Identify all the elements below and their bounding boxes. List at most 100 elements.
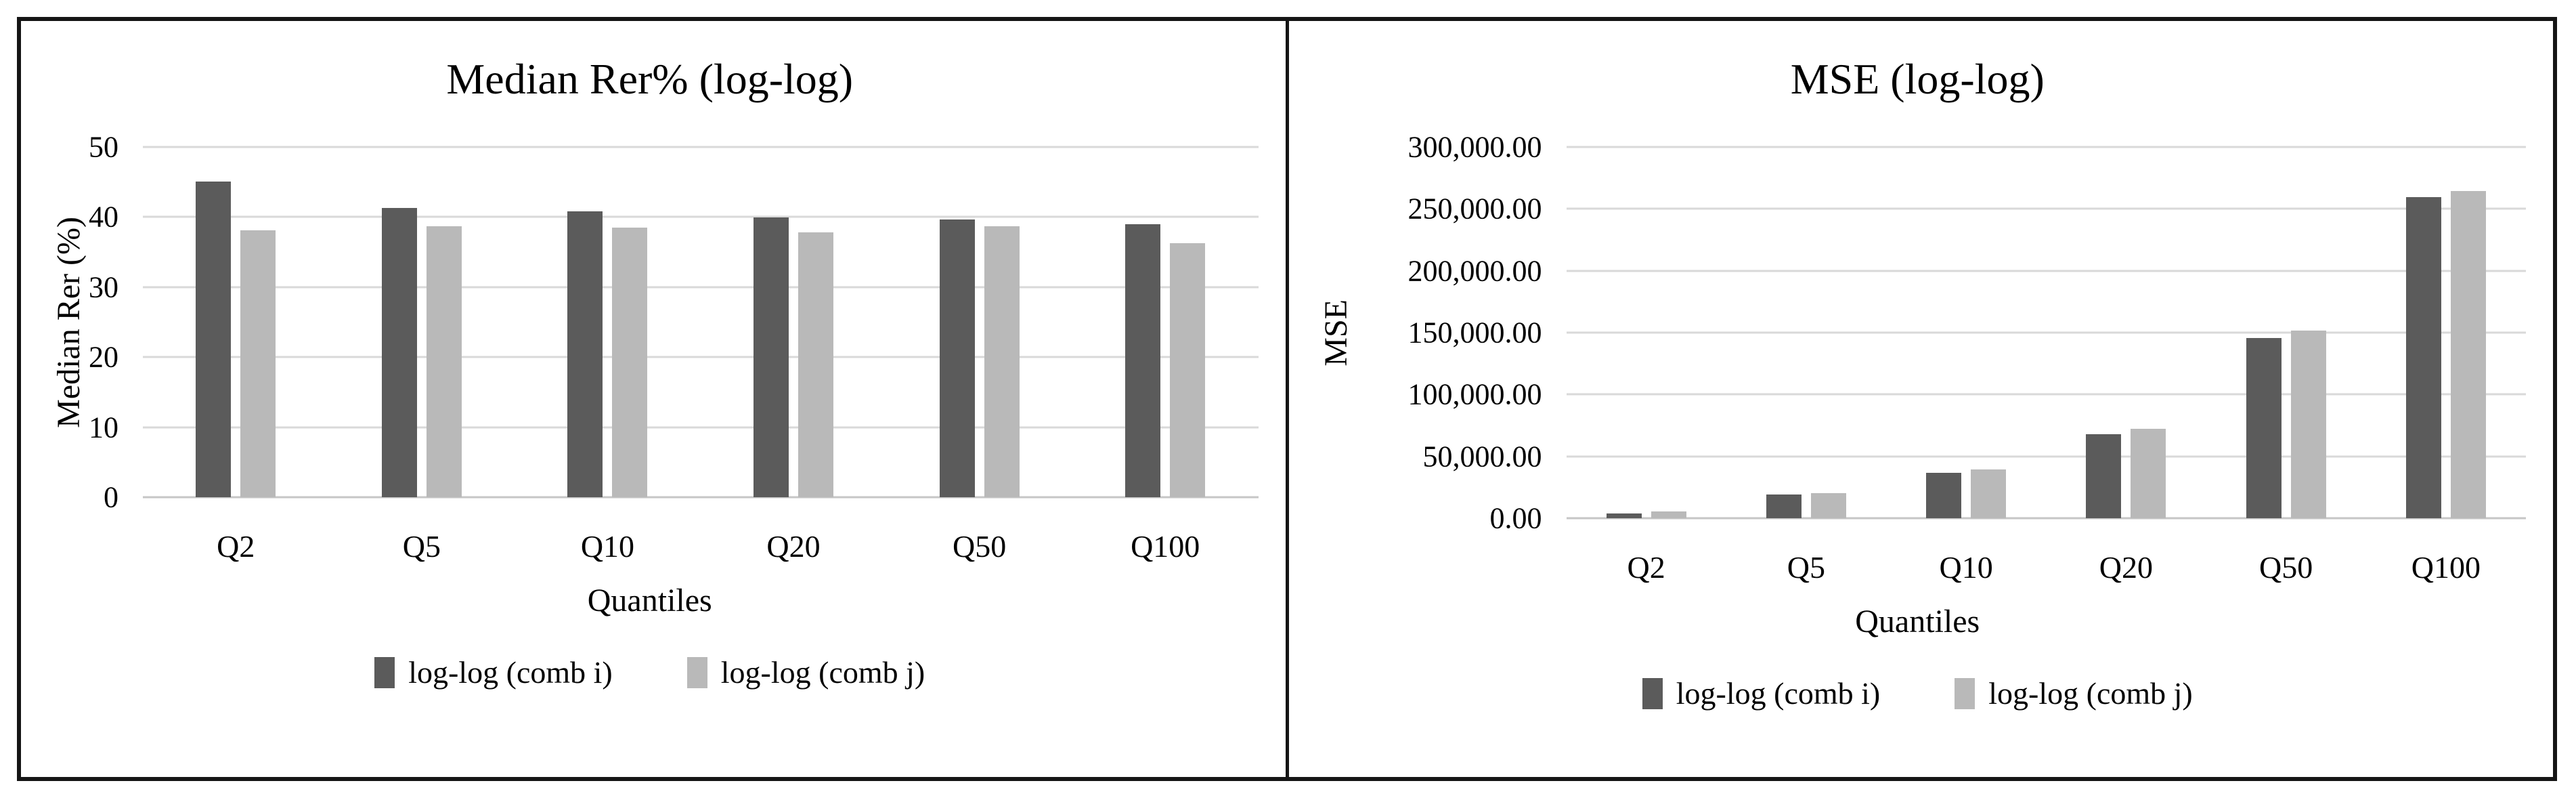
y-axis-title: MSE — [1309, 147, 1363, 518]
y-tick-label: 200,000.00 — [1407, 254, 1542, 288]
category-q20 — [701, 147, 887, 497]
x-axis-tick-labels: Q2 Q5 Q10 Q20 Q50 Q100 — [143, 528, 1259, 564]
bar-q50-comb_j — [2290, 331, 2326, 518]
category-q50 — [886, 147, 1072, 497]
category-q50 — [2206, 147, 2366, 518]
plot-area — [1566, 146, 2527, 520]
legend-swatch-icon — [1642, 677, 1663, 709]
y-axis-title: Median Rer (%) — [41, 147, 95, 497]
bar-q20-comb_i — [2086, 434, 2122, 518]
x-tick-label: Q5 — [402, 529, 441, 564]
bars-layer — [1567, 147, 2527, 518]
x-tick-label: Q10 — [1939, 550, 1993, 585]
plot-wrapper: Q2 Q5 Q10 Q20 Q50 Q100 — [143, 146, 1259, 564]
gridline — [143, 215, 1259, 218]
bar-q10-comb_i — [567, 211, 603, 497]
category-q2 — [1567, 147, 1726, 518]
legend-swatch-icon — [374, 656, 395, 688]
category-q20 — [2046, 147, 2206, 518]
y-tick-label: 40 — [89, 200, 118, 234]
legend-item: log-log (comb i) — [374, 654, 613, 690]
y-axis-title-text: Median Rer (%) — [50, 216, 87, 428]
x-tick-label: Q100 — [2411, 550, 2481, 585]
panel-mse: MSE (log-log) MSE 300,000.00 250,000.00 20… — [1289, 21, 2554, 777]
x-tick-label: Q50 — [952, 529, 1007, 564]
legend-label: log-log (comb i) — [1676, 676, 1881, 711]
bar-q2-comb_i — [1606, 513, 1642, 518]
bar-q100-comb_i — [1125, 224, 1161, 497]
x-tick-label: Q100 — [1131, 529, 1200, 564]
y-tick-label: 20 — [89, 340, 118, 374]
gridline — [1566, 207, 2526, 210]
chart-mse: MSE (log-log) MSE 300,000.00 250,000.00 20… — [1289, 21, 2554, 711]
gridline — [1566, 270, 2526, 272]
gridline — [143, 286, 1259, 289]
y-tick-label: 300,000.00 — [1407, 130, 1542, 164]
legend: log-log (comb i) log-log (comb j) — [41, 654, 1259, 690]
bar-q100-comb_j — [1170, 243, 1206, 497]
figure-border: Median Rer% (log-log) Median Rer (%) 50 4… — [17, 17, 2557, 781]
x-tick-label: Q20 — [2099, 550, 2153, 585]
bar-q50-comb_i — [939, 219, 975, 497]
bar-q5-comb_j — [1810, 492, 1846, 518]
gridline — [1566, 455, 2526, 458]
y-tick-label: 100,000.00 — [1407, 377, 1542, 411]
category-q5 — [329, 147, 515, 497]
y-tick-label: 0 — [104, 480, 118, 514]
bar-q20-comb_j — [798, 232, 834, 497]
bars-layer — [143, 147, 1259, 497]
y-axis-title-text: MSE — [1318, 299, 1354, 366]
gridline — [1566, 331, 2526, 334]
x-tick-label: Q2 — [1627, 550, 1665, 585]
y-tick-label: 250,000.00 — [1407, 192, 1542, 226]
y-axis-tick-labels: 300,000.00 250,000.00 200,000.00 150,000.00… — [1363, 131, 1567, 535]
y-tick-label: 10 — [89, 410, 118, 444]
bar-q10-comb_j — [1971, 469, 2007, 518]
bar-q50-comb_j — [984, 226, 1020, 497]
chart-title: MSE (log-log) — [1790, 55, 2045, 103]
x-axis-line — [143, 496, 1259, 499]
bar-q5-comb_i — [1766, 494, 1802, 518]
legend-label: log-log (comb i) — [408, 655, 613, 690]
legend-swatch-icon — [686, 656, 707, 688]
bar-q5-comb_i — [381, 207, 417, 497]
legend: log-log (comb i) log-log (comb j) — [1309, 675, 2527, 711]
bar-q100-comb_i — [2405, 196, 2441, 518]
category-q100 — [1072, 147, 1259, 497]
plot-area — [143, 146, 1259, 499]
legend-label: log-log (comb j) — [720, 655, 925, 690]
x-tick-label: Q5 — [1787, 550, 1825, 585]
legend-item: log-log (comb i) — [1642, 675, 1881, 711]
bar-q2-comb_j — [1651, 511, 1686, 518]
gridline — [1566, 146, 2526, 148]
bar-q10-comb_i — [1926, 473, 1962, 518]
gridline — [1566, 393, 2526, 396]
y-tick-label: 50,000.00 — [1422, 440, 1542, 473]
category-q10 — [515, 147, 701, 497]
y-tick-label: 50 — [89, 130, 118, 164]
bar-q2-comb_j — [240, 230, 276, 497]
category-q5 — [1726, 147, 1886, 518]
x-axis-line — [1566, 517, 2526, 520]
legend-item: log-log (comb j) — [686, 654, 925, 690]
chart-median-rer: Median Rer% (log-log) Median Rer (%) 50 4… — [21, 21, 1286, 690]
bar-q2-comb_i — [196, 181, 232, 497]
chart-title: Median Rer% (log-log) — [446, 55, 854, 103]
legend-item: log-log (comb j) — [1955, 675, 2193, 711]
bar-q20-comb_i — [754, 217, 789, 497]
panel-median-rer: Median Rer% (log-log) Median Rer (%) 50 4… — [21, 21, 1289, 777]
gridline — [143, 146, 1259, 148]
bar-q20-comb_j — [2131, 428, 2166, 518]
category-q100 — [2366, 147, 2526, 518]
gridline — [143, 426, 1259, 429]
bar-q5-comb_j — [426, 226, 462, 497]
x-axis-tick-labels: Q2 Q5 Q10 Q20 Q50 Q100 — [1567, 549, 2527, 585]
x-tick-label: Q50 — [2259, 550, 2313, 585]
x-axis-title: Quantiles — [587, 583, 712, 618]
x-tick-label: Q2 — [217, 529, 255, 564]
bar-q100-comb_j — [2450, 190, 2486, 518]
legend-swatch-icon — [1955, 677, 1975, 709]
gridline — [143, 356, 1259, 358]
x-axis-title: Quantiles — [1855, 604, 1980, 639]
